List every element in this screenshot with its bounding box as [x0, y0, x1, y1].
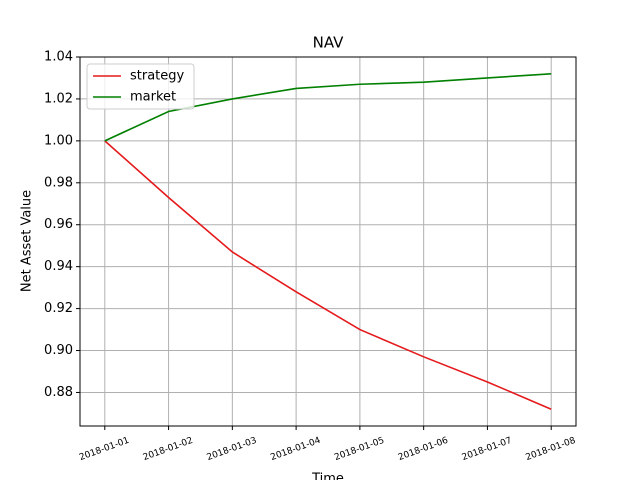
y-tick-label: 0.90	[44, 343, 73, 358]
x-tick-label: 2018-01-06	[397, 436, 450, 463]
y-tick-label: 0.94	[44, 259, 73, 274]
y-tick-label: 1.02	[44, 91, 73, 106]
x-tick-label: 2018-01-05	[333, 436, 386, 463]
x-tick-label: 2018-01-07	[461, 436, 514, 463]
y-tick-label: 0.92	[44, 301, 73, 316]
legend-label: strategy	[130, 69, 185, 84]
x-axis-label: Time	[311, 472, 344, 480]
y-tick-label: 1.00	[44, 133, 73, 148]
x-tick-label: 2018-01-08	[525, 436, 578, 463]
y-tick-label: 0.98	[44, 175, 73, 190]
y-tick-label: 0.88	[44, 385, 73, 400]
x-tick-label: 2018-01-01	[78, 436, 131, 463]
chart-title: NAV	[313, 34, 345, 52]
series-line	[104, 140, 552, 410]
x-tick-label: 2018-01-03	[206, 436, 259, 463]
y-axis-label: Net Asset Value	[20, 190, 35, 292]
y-tick-label: 1.04	[44, 50, 73, 65]
x-tick-label: 2018-01-02	[142, 436, 195, 463]
x-tick-label: 2018-01-04	[269, 436, 322, 463]
plot-frame	[79, 56, 577, 427]
legend: strategy market	[86, 63, 195, 110]
y-tick-label: 0.96	[44, 217, 73, 232]
legend-label: market	[130, 90, 176, 105]
